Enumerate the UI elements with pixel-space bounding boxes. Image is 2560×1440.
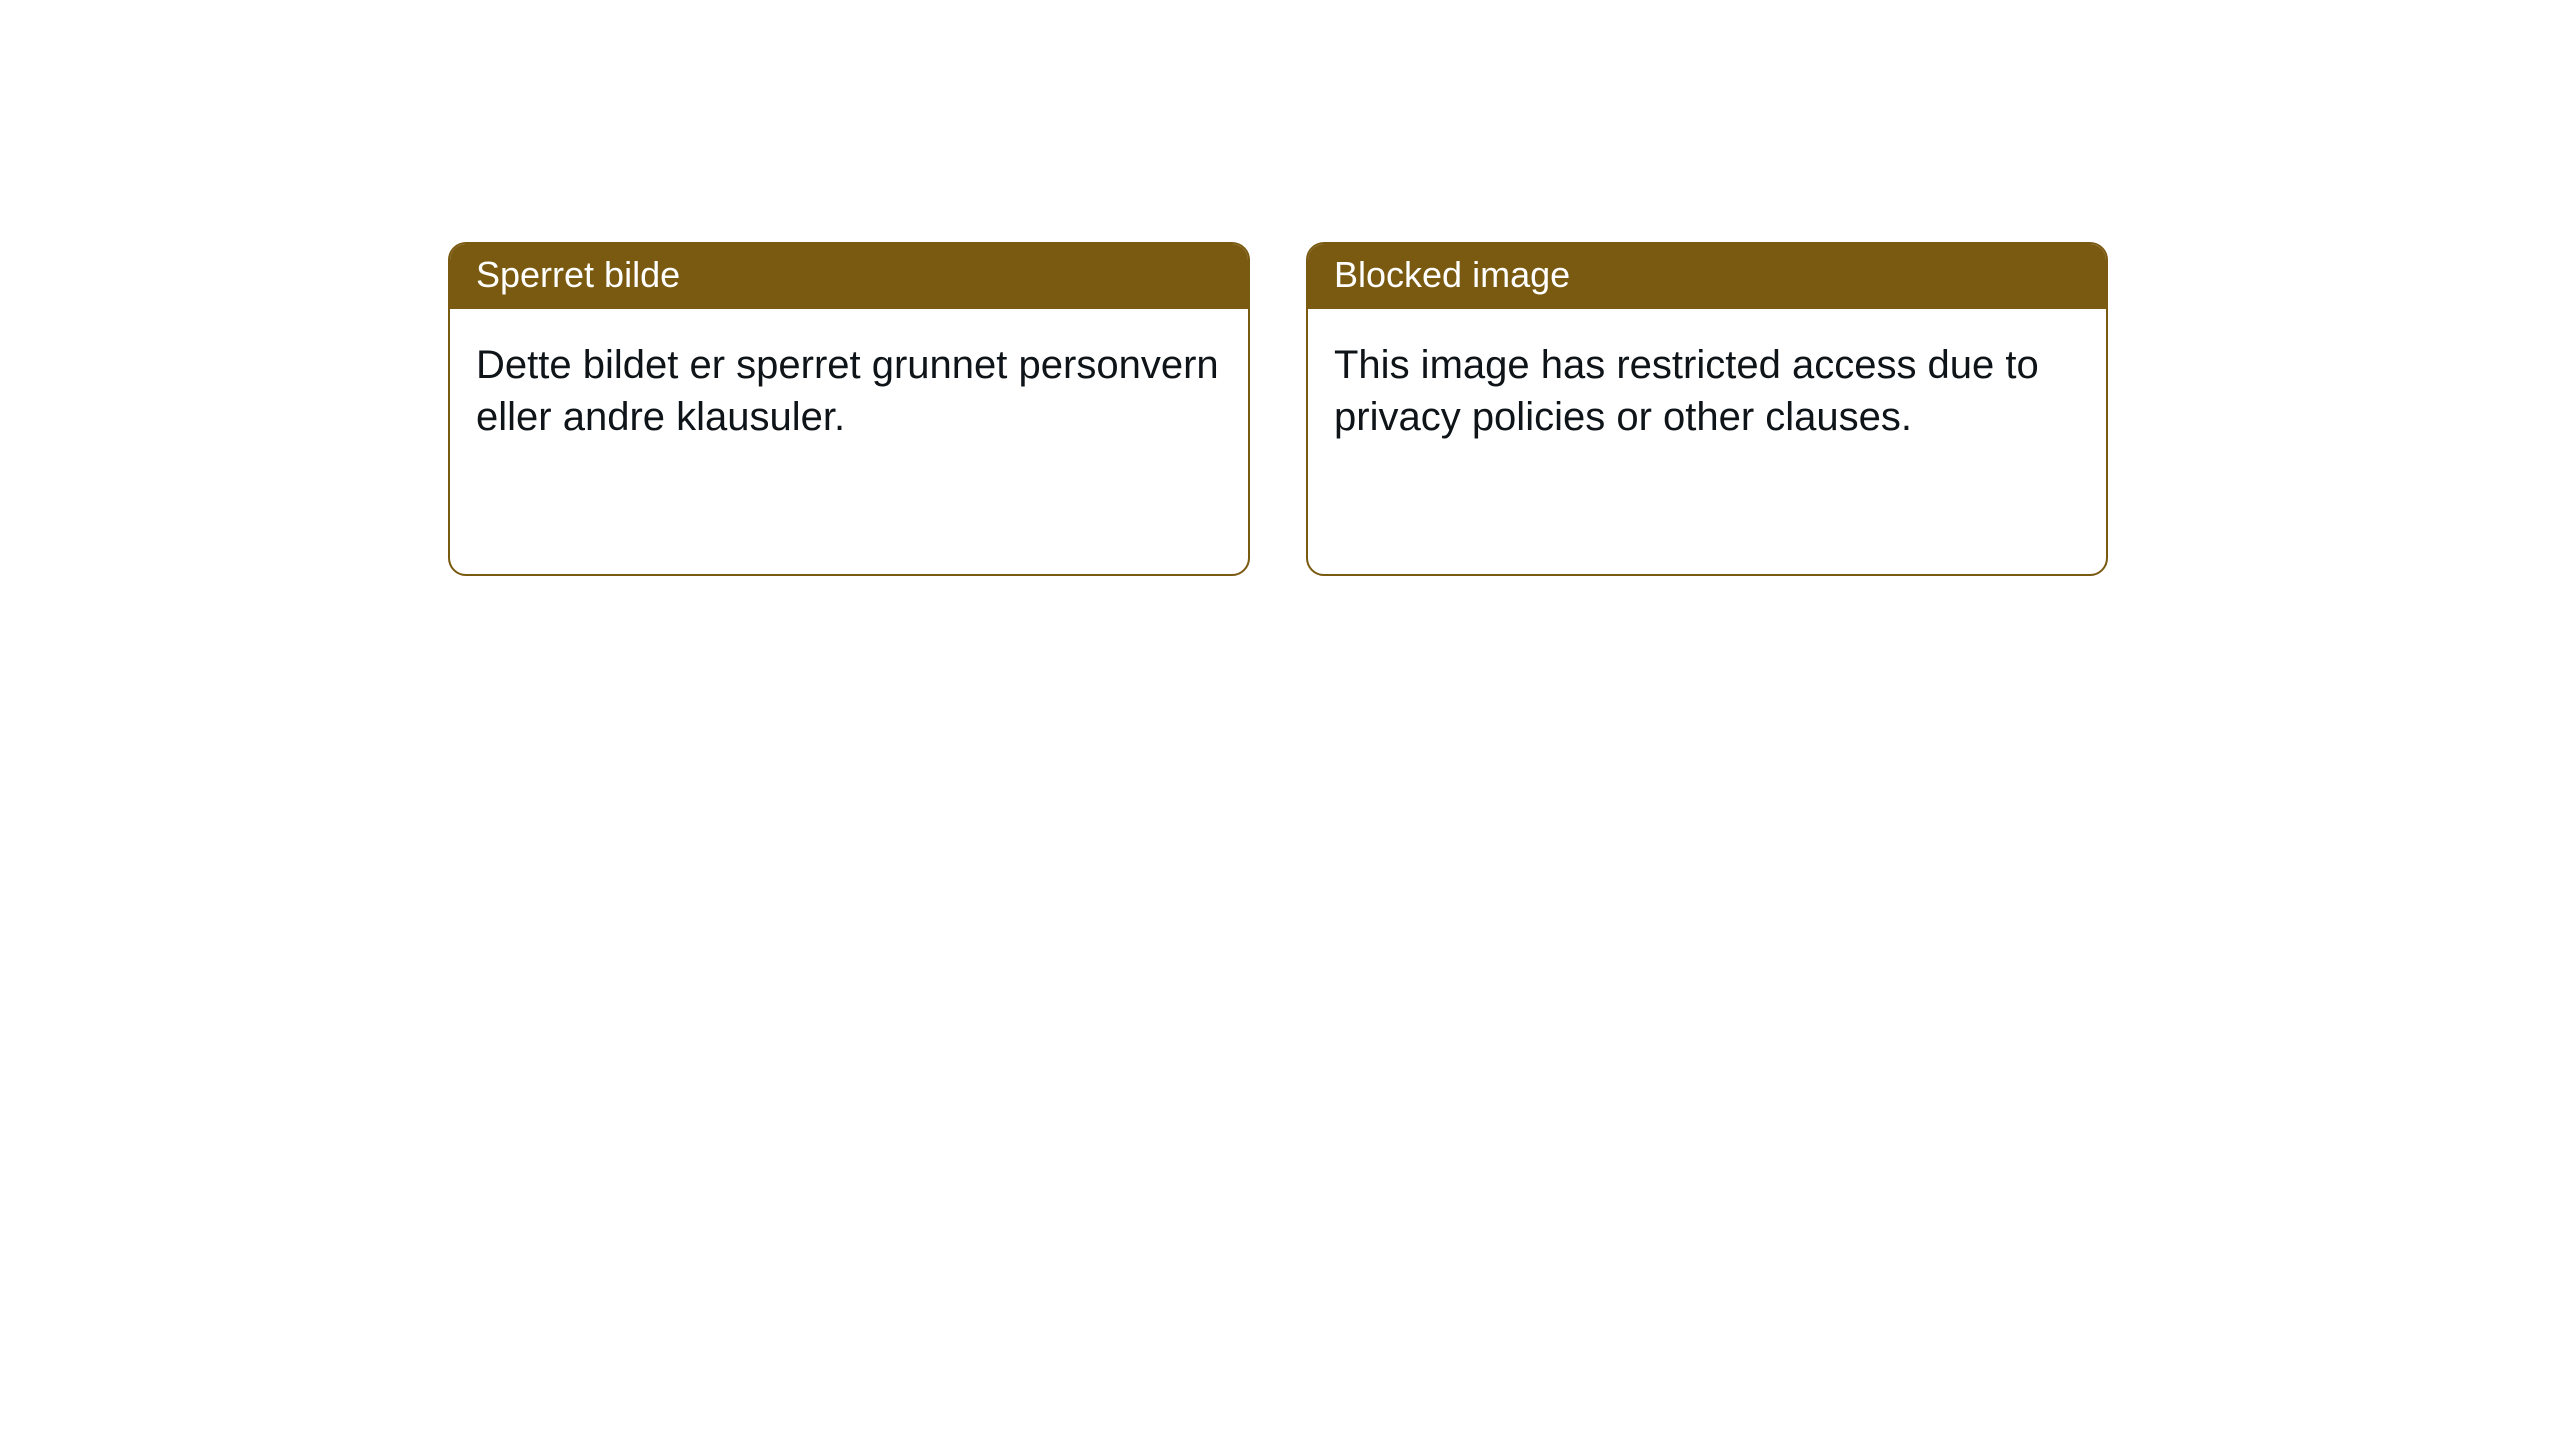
notice-container: Sperret bilde Dette bildet er sperret gr…	[0, 0, 2560, 576]
notice-title-english: Blocked image	[1308, 244, 2106, 309]
notice-card-english: Blocked image This image has restricted …	[1306, 242, 2108, 576]
notice-title-norwegian: Sperret bilde	[450, 244, 1248, 309]
notice-body-norwegian: Dette bildet er sperret grunnet personve…	[450, 309, 1248, 473]
notice-card-norwegian: Sperret bilde Dette bildet er sperret gr…	[448, 242, 1250, 576]
notice-body-english: This image has restricted access due to …	[1308, 309, 2106, 473]
